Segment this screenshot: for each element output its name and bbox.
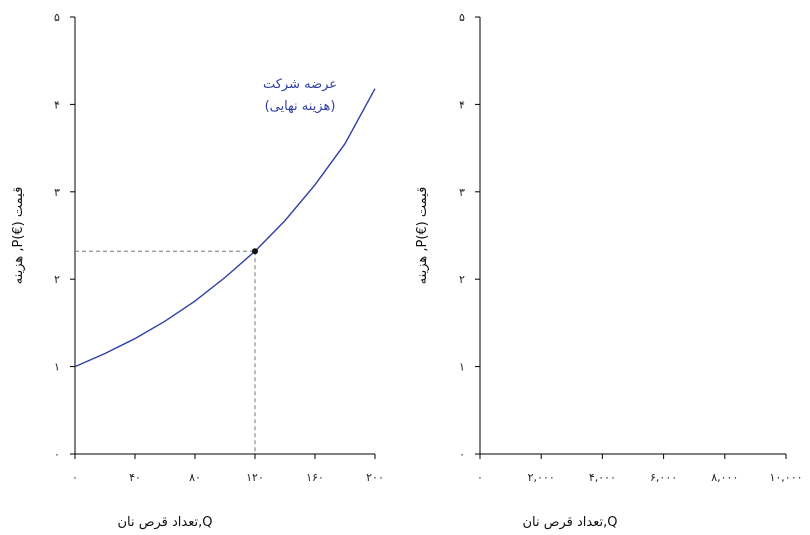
chart-1: ۰ ۱ ۲ ۳ ۴ ۵ ۰ ۴۰ ۸۰ ۱۲۰ ۱۶۰ ۲۰۰ تعداد قرص نان,Q هزینه… <box>11 11 384 530</box>
supply-curve-label: عرضه شرکت (هزینه نهایی) <box>263 77 337 114</box>
y-tick-label: ۰ <box>459 448 465 461</box>
chart-2: ۰ ۱ ۲ ۳ ۴ ۵ ۰ ۲,۰۰۰ ۴,۰۰۰ ۶,۰۰۰ ۸,۰۰۰ ۱۰,۰۰۰ تعداد ق… <box>415 11 803 530</box>
y-tick-label: ۳ <box>54 186 60 199</box>
y-tick-label: ۳ <box>459 186 465 199</box>
y-tick-label: ۴ <box>459 98 465 111</box>
y-axis-title: هزینه ,P(€) قیمت <box>11 187 26 285</box>
highlight-point <box>252 248 258 255</box>
y-tick-label: ۵ <box>54 11 60 24</box>
x-tick-label: ۰ <box>72 471 78 484</box>
supply-curve-label-line: (هزینه نهایی) <box>265 99 336 114</box>
y-tick-label: ۱ <box>54 361 60 374</box>
x-tick-label: ۲,۰۰۰ <box>528 471 555 484</box>
y-tick-label: ۱ <box>459 361 465 374</box>
x-tick-label: ۱۲۰ <box>246 471 264 484</box>
x-axis-title: تعداد قرص نان,Q <box>118 515 213 530</box>
x-tick-label: ۸,۰۰۰ <box>711 471 738 484</box>
x-tick-label: ۴۰ <box>129 471 141 484</box>
y-tick-label: ۲ <box>459 273 465 286</box>
x-tick-label: ۸۰ <box>189 471 201 484</box>
x-tick-label: ۶,۰۰۰ <box>650 471 677 484</box>
x-tick-label: ۱۶۰ <box>306 471 324 484</box>
x-tick-label: ۴,۰۰۰ <box>589 471 616 484</box>
supply-curve <box>74 88 376 368</box>
x-tick-label: ۲۰۰ <box>366 471 384 484</box>
x-axis-title: تعداد قرص نان,Q <box>523 515 618 530</box>
y-tick-label: ۰ <box>54 448 60 461</box>
y-tick-label: ۴ <box>54 98 60 111</box>
x-tick-label: ۱۰,۰۰۰ <box>769 471 802 484</box>
y-axis-title: هزینه ,P(€) قیمت <box>415 187 430 285</box>
y-tick-label: ۵ <box>459 11 465 24</box>
x-tick-label: ۰ <box>477 471 483 484</box>
supply-curve-label-line: عرضه شرکت <box>263 77 337 92</box>
y-tick-label: ۲ <box>54 273 60 286</box>
